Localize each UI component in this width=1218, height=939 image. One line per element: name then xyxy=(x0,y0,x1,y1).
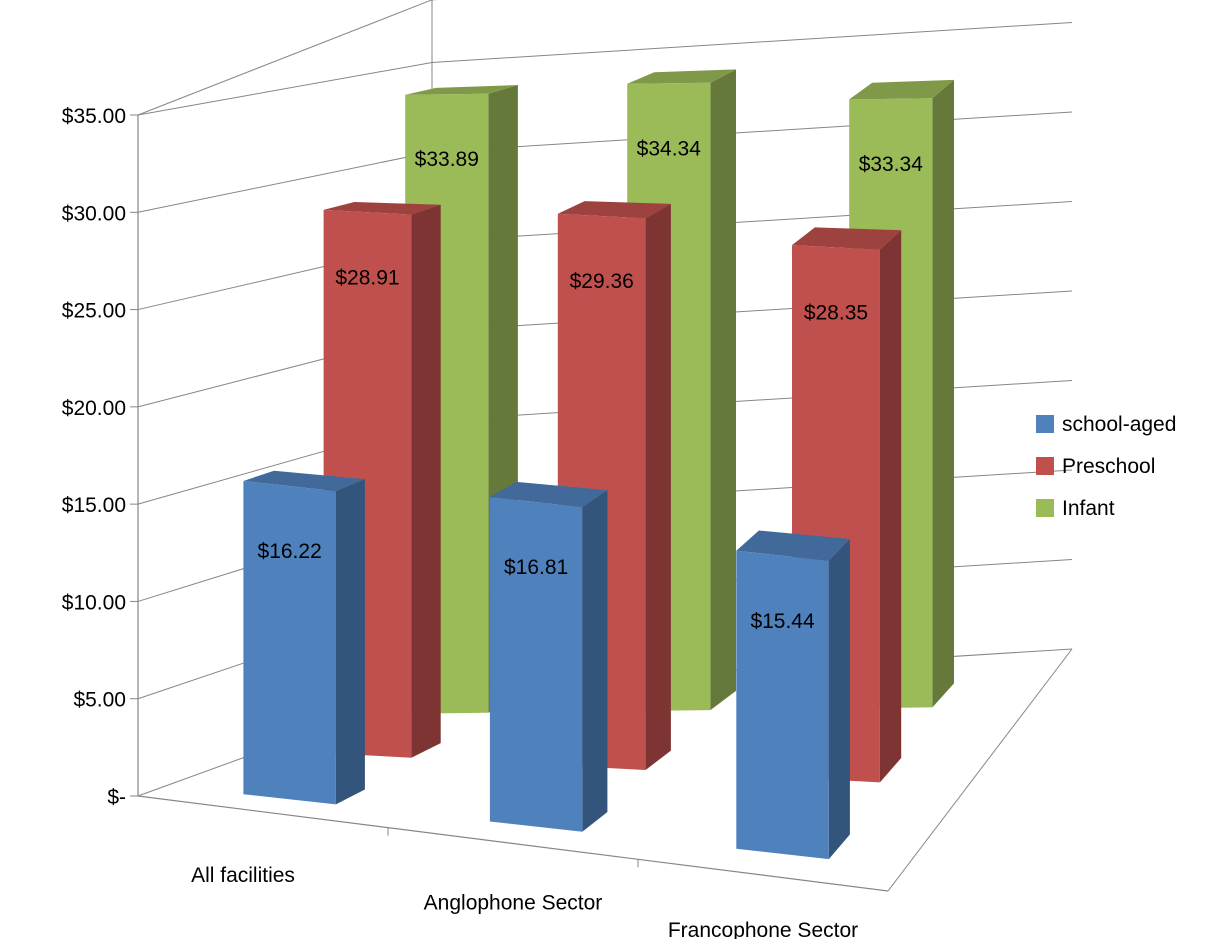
bar-top xyxy=(323,202,441,215)
bars xyxy=(243,69,954,860)
legend: school-aged Preschool Infant xyxy=(1036,413,1176,520)
legend-label: Preschool xyxy=(1062,455,1155,478)
bar-side xyxy=(645,203,671,770)
bar-top xyxy=(557,201,671,219)
bar-side xyxy=(932,79,954,708)
bar-front xyxy=(489,497,583,832)
x-category-label: Anglophone Sector xyxy=(424,892,603,915)
y-tick-label: $20.00 xyxy=(62,397,126,420)
legend-swatch xyxy=(1036,457,1054,475)
x-category-label: Francophone Sector xyxy=(668,919,858,939)
y-tick-label: $15.00 xyxy=(62,494,126,517)
data-label: $16.22 xyxy=(258,540,322,563)
floor-right-edge xyxy=(887,648,1073,892)
x-axis-line xyxy=(137,795,889,892)
bar-top xyxy=(849,79,954,100)
legend-label: school-aged xyxy=(1062,413,1176,436)
y-tick-label: $- xyxy=(107,786,126,809)
bar-top xyxy=(243,470,365,492)
bar-front xyxy=(243,481,336,805)
bar-top xyxy=(405,85,518,95)
bar-side xyxy=(582,490,608,832)
bar-side xyxy=(879,230,902,783)
data-label: $33.34 xyxy=(859,153,924,176)
y-tick-label: $35.00 xyxy=(62,105,126,128)
bar-top xyxy=(792,227,902,250)
legend-label: Infant xyxy=(1062,497,1115,520)
bar-top xyxy=(489,481,608,508)
y-axis-ticks: $- $5.00 $10.00 $15.00 $20.00 $25.00 $30.00 $35… xyxy=(62,105,138,809)
wall-top-edge xyxy=(137,0,433,116)
data-label: $28.91 xyxy=(335,266,399,289)
bar-top xyxy=(736,530,850,561)
data-labels: $33.89 $34.34 $33.34 $28.91 $29.36 $28.35 $16.… xyxy=(258,137,924,633)
bar-school-aged-2 xyxy=(736,530,850,860)
data-label: $16.81 xyxy=(504,556,568,579)
data-label: $28.35 xyxy=(804,301,868,324)
x-category-label: All facilities xyxy=(191,864,295,887)
y-tick-label: $25.00 xyxy=(62,300,126,323)
data-label: $34.34 xyxy=(637,137,702,160)
bar-side xyxy=(710,69,736,711)
y-tick-label: $10.00 xyxy=(62,591,126,614)
bar-school-aged-1 xyxy=(489,481,608,832)
legend-swatch xyxy=(1036,499,1054,517)
y-tick-label: $30.00 xyxy=(62,202,126,225)
data-label: $33.89 xyxy=(415,148,479,171)
gridline xyxy=(137,21,1073,116)
y-tick-label: $5.00 xyxy=(73,689,126,712)
bar-school-aged-0 xyxy=(243,470,365,805)
x-axis: All facilities Anglophone Sector Francopho… xyxy=(137,795,889,939)
bar-side xyxy=(335,479,365,805)
bar-side xyxy=(411,204,441,758)
bar-front xyxy=(736,550,829,860)
data-label: $29.36 xyxy=(570,270,634,293)
bar-side xyxy=(828,539,850,860)
bar-top xyxy=(627,69,736,84)
data-label: $15.44 xyxy=(750,610,815,633)
legend-swatch xyxy=(1036,415,1054,433)
